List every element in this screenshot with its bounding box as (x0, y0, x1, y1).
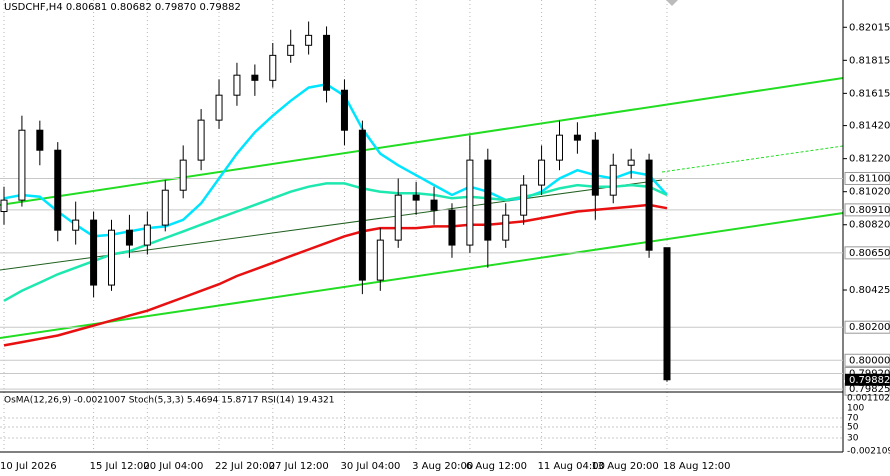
indicator-label: 0.0011026 (847, 394, 890, 404)
channel-lower (0, 212, 844, 339)
level-label-box (844, 320, 890, 334)
x-tick-label: 13 Aug 20:00 (591, 461, 658, 472)
candle-body (555, 134, 563, 161)
candle-body (591, 139, 599, 196)
candle-body (394, 194, 402, 241)
indicator-header: OsMA(12,26,9) -0.0021007 Stoch(5,3,3) 5.… (4, 396, 335, 406)
y-tick-label: 0.81815 (849, 55, 890, 66)
candle-body (412, 194, 420, 201)
candle-body (269, 54, 277, 81)
level-label: 0.80650 (849, 248, 890, 259)
current-price-label: 0.79882 (849, 375, 890, 386)
x-tick-label: 18 Aug 12:00 (663, 461, 730, 472)
x-tick-label: 20 Jul 04:00 (143, 461, 203, 472)
x-tick-label: 15 Jul 12:00 (90, 461, 150, 472)
candle-body (484, 159, 492, 241)
level-label-box (844, 353, 890, 367)
candle-body (645, 159, 653, 251)
x-tick-label: 6 Aug 12:00 (466, 461, 527, 472)
candle-body (251, 74, 259, 81)
candle-body (448, 209, 456, 246)
x-tick-label: 3 Aug 20:00 (412, 461, 473, 472)
y-tick-label: 0.82015 (849, 22, 890, 33)
x-tick-label: 27 Jul 12:00 (269, 461, 329, 472)
x-tick-label: 22 Jul 20:00 (215, 461, 275, 472)
level-label-box (844, 246, 890, 260)
level-label: 0.80000 (849, 355, 890, 366)
level-label: 0.80910 (849, 205, 890, 216)
y-tick-label: 0.81420 (849, 121, 890, 132)
candle-body (538, 159, 546, 186)
x-tick-label: 10 Jul 2026 (0, 461, 57, 472)
candle-body (197, 119, 205, 161)
current-price-box (845, 373, 890, 386)
candle-body (663, 247, 671, 381)
candle-body (358, 129, 366, 281)
candle-body (125, 229, 133, 246)
candle-body (609, 164, 617, 196)
candle-body (143, 224, 151, 246)
candle-body (520, 184, 528, 216)
candle-body (627, 159, 635, 166)
candle-body (430, 199, 438, 211)
candle-body (36, 129, 44, 151)
candle-body (233, 74, 241, 96)
candle-body (340, 89, 348, 131)
x-tick-label: 11 Aug 04:00 (538, 461, 605, 472)
level-label-box (844, 171, 890, 185)
scroll-marker (666, 0, 678, 6)
candle-body (305, 34, 313, 46)
indicator-label: 50 (847, 423, 859, 433)
candle-body (215, 94, 223, 121)
moving-average (3, 203, 668, 347)
candle-body (573, 134, 581, 141)
y-tick-label: 0.80820 (849, 220, 890, 231)
indicator-label: 100 (847, 404, 864, 414)
trend-extension (661, 145, 844, 173)
candle-body (502, 214, 510, 241)
candle-body (323, 34, 331, 91)
candle-body (54, 149, 62, 231)
candle-body (466, 159, 474, 246)
candle-body (72, 219, 80, 231)
candle-body (287, 44, 295, 56)
candle-body (0, 199, 8, 213)
y-tick-label: 0.81020 (849, 187, 890, 198)
level-label: 0.81100 (849, 173, 890, 184)
chart-title: USDCHF,H4 0.80681 0.80682 0.79870 0.7988… (4, 2, 241, 13)
candle-body (376, 239, 384, 281)
indicator-label: 70 (847, 414, 859, 424)
candle-body (90, 219, 98, 286)
x-tick-label: 30 Jul 04:00 (340, 461, 400, 472)
y-tick-label: 0.81615 (849, 88, 890, 99)
indicator-label: -0.0021095 (847, 447, 890, 457)
candle-body (179, 159, 187, 191)
level-label: 0.80200 (849, 322, 890, 333)
candle-body (108, 229, 116, 286)
candle-body (161, 189, 169, 226)
channel-upper (0, 77, 844, 206)
y-tick-label: 0.80425 (849, 285, 890, 296)
y-tick-label: 0.81220 (849, 154, 890, 165)
level-label-box (844, 203, 890, 217)
indicator-label: 30 (847, 434, 859, 444)
level-label: 0.79825 (849, 384, 890, 395)
candle-body (18, 129, 26, 201)
